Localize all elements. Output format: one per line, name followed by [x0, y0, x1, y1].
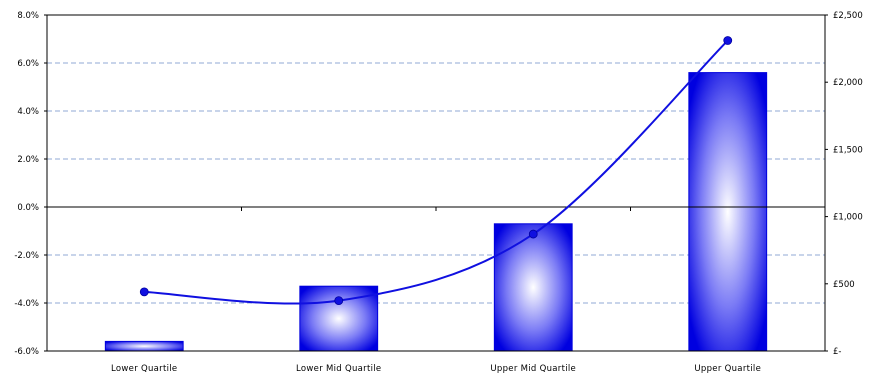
bar-4	[688, 72, 768, 352]
axis-labels: -6.0% -4.0% -2.0% 0.0% 2.0% 4.0% 6.0% 8.0% £- £50…	[14, 11, 862, 374]
line-point-2	[334, 296, 344, 306]
bar-3	[493, 223, 573, 352]
right-tick-label: £-	[833, 347, 841, 357]
category-label: Lower Quartile	[111, 364, 177, 374]
left-tick-label: -4.0%	[14, 299, 39, 309]
left-tick-label: 4.0%	[17, 107, 39, 117]
left-tick-label: 6.0%	[17, 59, 39, 69]
category-label: Upper Mid Quartile	[490, 364, 576, 374]
left-tick-label: 2.0%	[17, 155, 39, 165]
left-tick-label: 8.0%	[17, 11, 39, 21]
category-label: Upper Quartile	[694, 364, 761, 374]
right-tick-label: £2,000	[833, 78, 863, 88]
line-point-3	[528, 229, 538, 239]
line-point-4	[723, 36, 733, 45]
right-tick-label: £500	[833, 280, 855, 290]
right-tick-label: £1,500	[833, 145, 863, 155]
left-tick-label: 0.0%	[17, 203, 39, 213]
right-tick-label: £1,000	[833, 213, 863, 223]
left-tick-label: -6.0%	[14, 347, 39, 357]
axes	[44, 14, 828, 352]
line-point-1	[139, 287, 149, 297]
line-series	[139, 36, 733, 306]
left-tick-label: -2.0%	[14, 251, 39, 261]
bar-1	[104, 340, 184, 352]
right-tick-label: £2,500	[833, 11, 863, 21]
line-path	[144, 39, 729, 305]
bar-series	[104, 72, 768, 352]
category-label: Lower Mid Quartile	[296, 364, 381, 374]
